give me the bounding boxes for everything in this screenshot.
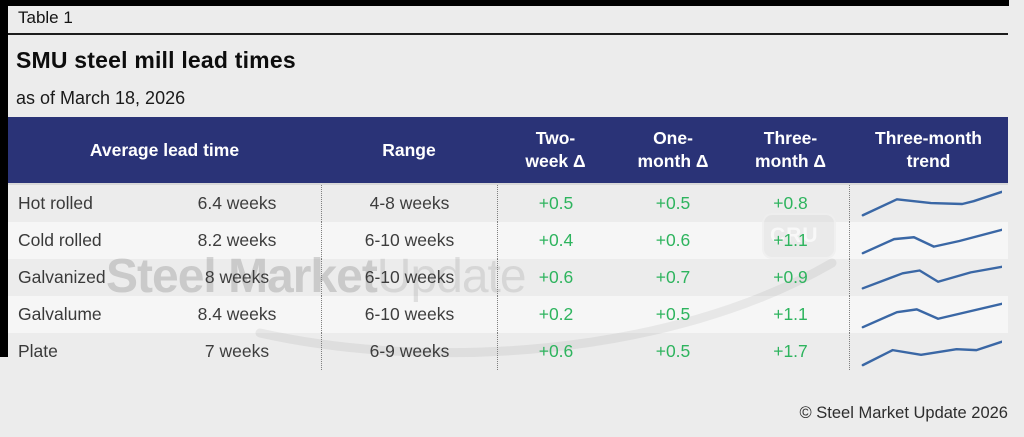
product-cell: Plate	[18, 341, 58, 361]
two-week-delta-cell: +0.2	[497, 296, 614, 333]
three-month-delta-cell: +0.8	[773, 193, 808, 213]
range-cell: 6-9 weeks	[321, 333, 497, 370]
trend-sparkline	[849, 333, 1008, 370]
col-header-one-month-delta: One- month Δ	[637, 128, 709, 171]
range-cell: 6-10 weeks	[321, 296, 497, 333]
average-lead-time-cell: 6.4 weeks	[197, 193, 277, 213]
two-week-delta-cell: +0.5	[497, 185, 614, 222]
one-month-delta-cell: +0.5	[655, 304, 691, 324]
three-month-delta-cell: +1.1	[773, 230, 808, 250]
table-header: Average lead time Range Two- week Δ One-…	[8, 117, 1008, 185]
col-header-average-lead-time: Average lead time	[89, 139, 240, 160]
one-month-delta-cell: +0.5	[655, 341, 691, 361]
header-rule	[8, 33, 1008, 35]
average-lead-time-cell: 8.2 weeks	[197, 230, 277, 250]
table-body: Hot rolled 6.4 weeks 4-8 weeks +0.5 +0.5 +0.8…	[8, 185, 1008, 370]
three-month-delta-cell: +1.7	[773, 341, 808, 361]
range-cell: 6-10 weeks	[321, 222, 497, 259]
frame-left-bar	[0, 0, 8, 357]
product-cell: Galvalume	[18, 304, 102, 324]
col-header-two-week-delta: Two- week Δ	[525, 128, 586, 171]
range-cell: 6-10 weeks	[321, 259, 497, 296]
one-month-delta-cell: +0.5	[655, 193, 691, 213]
copyright-footer: © Steel Market Update 2026	[799, 404, 1008, 422]
page-title: SMU steel mill lead times	[16, 47, 296, 73]
col-header-range: Range	[382, 139, 436, 160]
table-row: Galvalume 8.4 weeks 6-10 weeks +0.2 +0.5 +1.1	[8, 296, 1008, 333]
col-header-three-month-trend: Three-month trend	[875, 128, 982, 171]
trend-sparkline	[849, 185, 1008, 222]
range-cell: 4-8 weeks	[321, 185, 497, 222]
product-cell: Hot rolled	[18, 193, 93, 213]
trend-sparkline	[849, 296, 1008, 333]
one-month-delta-cell: +0.7	[655, 267, 691, 287]
average-lead-time-cell: 8.4 weeks	[197, 304, 277, 324]
two-week-delta-cell: +0.6	[497, 333, 614, 370]
trend-sparkline	[849, 222, 1008, 259]
two-week-delta-cell: +0.6	[497, 259, 614, 296]
product-cell: Galvanized	[18, 267, 106, 287]
frame-top-bar	[0, 0, 1009, 6]
table-row: Cold rolled 8.2 weeks 6-10 weeks +0.4 +0.6 +1…	[8, 222, 1008, 259]
table-row: Plate 7 weeks 6-9 weeks +0.6 +0.5 +1.7	[8, 333, 1008, 370]
average-lead-time-cell: 8 weeks	[204, 267, 270, 287]
trend-sparkline	[849, 259, 1008, 296]
table-row: Hot rolled 6.4 weeks 4-8 weeks +0.5 +0.5 +0.8	[8, 185, 1008, 222]
three-month-delta-cell: +1.1	[773, 304, 808, 324]
three-month-delta-cell: +0.9	[773, 267, 808, 287]
col-header-three-month-delta: Three- month Δ	[755, 128, 826, 171]
table-row: Galvanized 8 weeks 6-10 weeks +0.6 +0.7 +0.9	[8, 259, 1008, 296]
average-lead-time-cell: 7 weeks	[204, 341, 270, 361]
one-month-delta-cell: +0.6	[655, 230, 691, 250]
product-cell: Cold rolled	[18, 230, 102, 250]
table-number-label: Table 1	[18, 8, 73, 27]
two-week-delta-cell: +0.4	[497, 222, 614, 259]
page-subtitle: as of March 18, 2026	[16, 88, 186, 108]
